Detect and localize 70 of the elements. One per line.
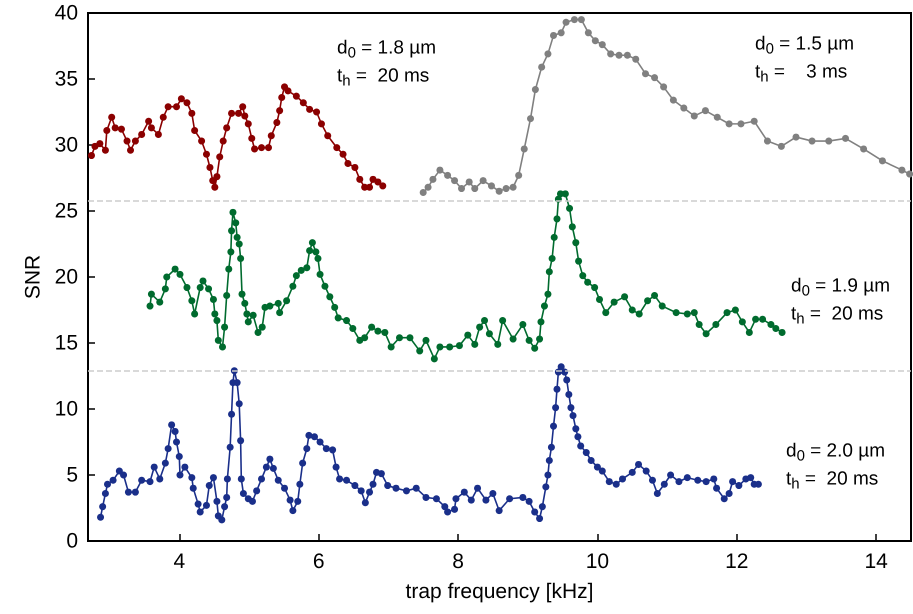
point: [488, 182, 495, 190]
point: [562, 18, 570, 26]
point: [660, 83, 668, 90]
point: [898, 166, 906, 174]
point: [578, 16, 585, 24]
y-tick-label: 30: [54, 134, 78, 156]
point: [420, 189, 427, 196]
y-tick-label: 5: [66, 464, 78, 486]
point: [466, 178, 473, 186]
x-tick-label: 10: [586, 550, 610, 573]
point: [471, 185, 478, 192]
point: [502, 185, 510, 192]
point: [444, 172, 452, 179]
point: [480, 177, 487, 184]
point: [520, 145, 528, 152]
point: [538, 64, 546, 71]
point: [527, 115, 534, 122]
point: [592, 37, 599, 44]
x-tick-label: 12: [725, 550, 748, 573]
point: [510, 184, 517, 191]
point: [458, 185, 466, 192]
point: [532, 86, 539, 94]
point: [607, 50, 614, 58]
point: [764, 138, 771, 145]
point: [726, 120, 733, 128]
y-tick-label: 25: [54, 200, 78, 222]
x-axis-title: trap frequency [kHz]: [406, 580, 594, 603]
point: [632, 56, 640, 63]
y-tick-label: 10: [54, 398, 78, 420]
point: [424, 184, 432, 191]
point: [550, 32, 558, 39]
x-tick-label: 8: [452, 550, 464, 573]
point: [878, 157, 886, 164]
point: [544, 50, 552, 58]
point: [808, 138, 816, 145]
point: [642, 70, 649, 78]
point: [451, 177, 458, 184]
point: [429, 176, 436, 183]
point: [570, 16, 578, 24]
point: [624, 52, 631, 59]
point: [750, 118, 758, 125]
y-axis-title: SNR: [22, 254, 45, 300]
x-tick-label: 14: [864, 550, 888, 573]
point: [670, 96, 677, 104]
point: [702, 107, 709, 114]
point: [515, 172, 522, 179]
point: [714, 114, 721, 121]
point: [496, 188, 503, 195]
y-tick-label: 0: [66, 530, 78, 552]
point: [825, 138, 832, 145]
point: [690, 112, 698, 120]
point: [584, 29, 592, 36]
y-tick-label: 35: [54, 68, 78, 90]
point: [436, 166, 444, 174]
point: [906, 170, 913, 178]
y-tick-label: 40: [54, 2, 78, 24]
point: [792, 134, 800, 141]
x-tick-label: 4: [173, 550, 186, 573]
point: [598, 41, 606, 48]
y-tick-label: 20: [54, 266, 78, 288]
x-tick-label: 6: [312, 550, 325, 573]
point: [778, 142, 785, 150]
point: [860, 145, 868, 152]
point: [737, 120, 744, 128]
point: [842, 134, 849, 142]
y-tick-label: 15: [54, 332, 78, 354]
point: [680, 104, 688, 112]
point: [558, 29, 565, 36]
point: [651, 74, 658, 82]
point: [616, 52, 623, 59]
